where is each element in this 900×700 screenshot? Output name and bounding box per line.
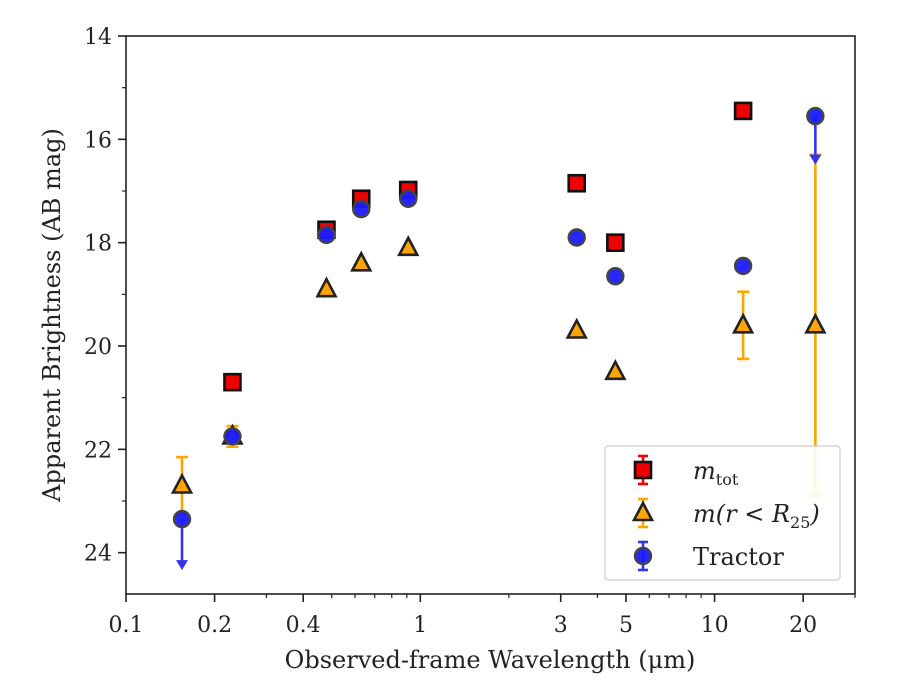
data-point-circle [733,256,753,276]
plot-area [170,101,827,571]
data-point-square [223,372,242,392]
x-tick-label: 10 [701,613,729,638]
data-point-triangle [731,312,755,334]
x-tick-label: 20 [789,613,817,638]
data-point-circle [352,199,371,219]
data-point-circle [399,189,418,208]
legend-label: Tractor [693,543,784,571]
data-point-square [733,101,753,121]
x-axis-label: Observed-frame Wavelength (μm) [285,646,696,674]
data-point-square [567,173,587,193]
data-point-square [606,233,625,252]
data-point-circle [172,509,192,529]
legend-label: m(r < R25) [693,500,820,532]
data-point-triangle [804,312,827,334]
data-point-circle [806,106,825,126]
legend-marker [631,500,655,522]
legend-entry: mtot [633,454,739,489]
x-tick-label: 0.1 [109,613,144,638]
legend-marker [633,460,653,480]
y-tick-label: 20 [84,335,112,360]
x-tick-label: 3 [554,613,568,638]
data-point-triangle [397,235,420,257]
y-tick-label: 18 [84,232,112,257]
legend-entry: Tractor [633,540,784,572]
y-tick-label: 24 [84,542,112,567]
legend-box [604,445,841,581]
upper-limit-arrowhead [809,154,822,165]
legend-entry: m(r < R25) [631,497,820,532]
data-point-triangle [315,276,338,298]
y-tick-label: 14 [84,25,112,50]
data-point-circle [606,267,625,286]
x-tick-label: 0.2 [197,613,232,638]
x-tick-label: 1 [413,613,427,638]
upper-limit-arrowhead [176,560,189,571]
legend: mtot m(r < R25) Tractor [604,445,841,581]
y-tick-label: 16 [84,128,112,153]
y-tick-label: 22 [84,438,112,463]
plot-frame [125,35,856,595]
x-tick-label: 5 [619,613,633,638]
data-point-circle [223,427,242,446]
data-point-triangle [170,472,194,494]
data-point-triangle [565,317,588,339]
data-point-triangle [604,359,627,381]
y-axis-label: Apparent Brightness (AB mag) [38,128,66,503]
legend-marker [633,546,653,566]
data-point-triangle [350,250,373,272]
data-point-circle [567,228,586,247]
x-tick-label: 0.4 [286,613,321,638]
legend-label: mtot [693,457,739,489]
data-point-circle [317,225,336,245]
axes: 14 16 18 20 22 24 0.1 0.2 0.4 1 3 5 10 20 [84,25,856,638]
